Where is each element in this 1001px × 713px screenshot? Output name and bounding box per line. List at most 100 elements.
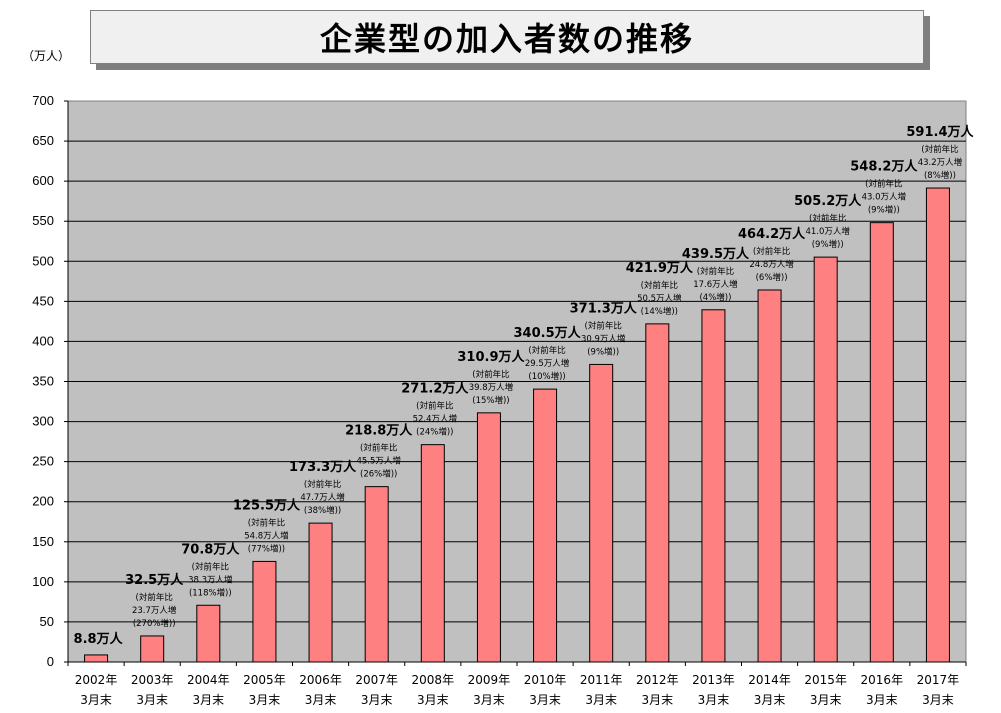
yoy-annotation: 54.8万人増 <box>244 530 288 541</box>
yoy-annotation: (77%増)) <box>248 543 285 554</box>
yoy-annotation: (6%増)) <box>756 272 788 283</box>
yoy-annotation: (8%増)) <box>924 170 956 181</box>
x-tick-label-month: 3月末 <box>136 693 168 707</box>
yoy-annotation: (対前年比 <box>360 443 397 454</box>
y-tick-label: 250 <box>32 454 54 469</box>
x-tick-label-year: 2002年 <box>75 673 118 687</box>
bar <box>813 256 838 663</box>
y-unit-label: （万人） <box>22 49 70 63</box>
yoy-annotation: (118%増)) <box>189 587 232 598</box>
x-tick-label-year: 2003年 <box>131 673 174 687</box>
y-tick-label: 50 <box>40 614 54 629</box>
x-tick-label-year: 2005年 <box>243 673 286 687</box>
data-label: 310.9万人 <box>457 349 525 365</box>
x-tick-label-year: 2008年 <box>412 673 455 687</box>
x-tick-label-month: 3月末 <box>922 693 954 707</box>
data-label: 591.4万人 <box>906 124 974 140</box>
bar <box>140 635 165 663</box>
x-tick-label-month: 3月末 <box>417 693 449 707</box>
y-tick-label: 0 <box>47 654 54 669</box>
yoy-annotation: 23.7万人増 <box>132 605 176 616</box>
yoy-annotation: (9%増)) <box>868 205 900 216</box>
y-tick-label: 700 <box>32 93 54 108</box>
data-label: 371.3万人 <box>570 300 638 316</box>
bar <box>420 444 445 663</box>
data-label: 271.2万人 <box>401 381 469 397</box>
yoy-annotation: 38.3万人増 <box>188 574 232 585</box>
x-tick-label-year: 2016年 <box>861 673 904 687</box>
x-tick-label-month: 3月末 <box>305 693 337 707</box>
yoy-annotation: (対前年比 <box>528 345 565 356</box>
y-tick-label: 400 <box>32 333 54 348</box>
yoy-annotation: (対前年比 <box>865 179 902 190</box>
data-label: 464.2万人 <box>738 226 806 242</box>
yoy-annotation: (対前年比 <box>248 517 285 528</box>
x-tick-label-month: 3月末 <box>361 693 393 707</box>
x-tick-label-month: 3月末 <box>810 693 842 707</box>
yoy-annotation: (対前年比 <box>304 479 341 490</box>
data-label: 32.5万人 <box>125 572 184 588</box>
yoy-annotation: (270%増)) <box>133 618 176 629</box>
x-tick-label-year: 2013年 <box>692 673 735 687</box>
data-label: 125.5万人 <box>233 497 301 513</box>
yoy-annotation: (対前年比 <box>921 144 958 155</box>
yoy-annotation: 41.0万人増 <box>805 226 849 237</box>
yoy-annotation: 47.7万人増 <box>300 492 344 503</box>
y-tick-label: 150 <box>32 534 54 549</box>
x-tick-label-month: 3月末 <box>641 693 673 707</box>
yoy-annotation: 30.9万人増 <box>581 333 625 344</box>
chart-title: 企業型の加入者数の推移 <box>90 10 924 64</box>
yoy-annotation: (対前年比 <box>585 320 622 331</box>
x-tick-label-month: 3月末 <box>473 693 505 707</box>
x-tick-label-month: 3月末 <box>754 693 786 707</box>
x-tick-label-year: 2009年 <box>468 673 511 687</box>
data-label: 421.9万人 <box>626 260 694 276</box>
bar <box>252 560 277 663</box>
yoy-annotation: 52.4万人増 <box>413 414 457 425</box>
y-tick-label: 650 <box>32 133 54 148</box>
yoy-annotation: (14%増)) <box>641 306 678 317</box>
x-tick-label-month: 3月末 <box>192 693 224 707</box>
data-label: 505.2万人 <box>794 193 862 209</box>
bar <box>308 522 333 663</box>
plot-area: 0 50 100 150 200 250 300 350 400 450 500 550 600 650 7… <box>32 93 974 707</box>
yoy-annotation: (9%増)) <box>812 239 844 250</box>
x-tick-label-month: 3月末 <box>585 693 617 707</box>
bar <box>589 363 614 663</box>
yoy-annotation: 39.8万人増 <box>469 382 513 393</box>
x-tick-label-year: 2010年 <box>524 673 567 687</box>
x-tick-label-month: 3月末 <box>80 693 112 707</box>
x-tick-label-year: 2011年 <box>580 673 623 687</box>
y-tick-label: 350 <box>32 374 54 389</box>
x-tick-label-year: 2006年 <box>299 673 342 687</box>
bar <box>533 388 558 663</box>
yoy-annotation: (対前年比 <box>809 213 846 224</box>
data-label: 218.8万人 <box>345 423 413 439</box>
yoy-annotation: (対前年比 <box>416 401 453 412</box>
yoy-annotation: 45.5万人増 <box>356 456 400 467</box>
yoy-annotation: (対前年比 <box>697 266 734 277</box>
data-label: 173.3万人 <box>289 459 357 475</box>
bar <box>925 187 950 663</box>
x-tick-label-month: 3月末 <box>866 693 898 707</box>
data-label: 340.5万人 <box>514 325 582 341</box>
x-tick-label-year: 2015年 <box>804 673 847 687</box>
yoy-annotation: (対前年比 <box>192 561 229 572</box>
bar <box>364 486 389 663</box>
yoy-annotation: (38%増)) <box>304 505 341 516</box>
bar <box>645 323 670 663</box>
yoy-annotation: 43.2万人増 <box>918 157 962 168</box>
bar <box>757 289 782 663</box>
y-tick-label: 300 <box>32 414 54 429</box>
y-tick-label: 450 <box>32 293 54 308</box>
bar <box>869 222 894 663</box>
x-tick-label-month: 3月末 <box>249 693 281 707</box>
yoy-annotation: (対前年比 <box>641 280 678 291</box>
yoy-annotation: (対前年比 <box>753 246 790 257</box>
data-label: 439.5万人 <box>682 246 750 262</box>
yoy-annotation: 50.5万人増 <box>637 293 681 304</box>
bar <box>84 654 109 663</box>
x-tick-label-year: 2017年 <box>917 673 960 687</box>
data-label: 70.8万人 <box>181 541 240 557</box>
